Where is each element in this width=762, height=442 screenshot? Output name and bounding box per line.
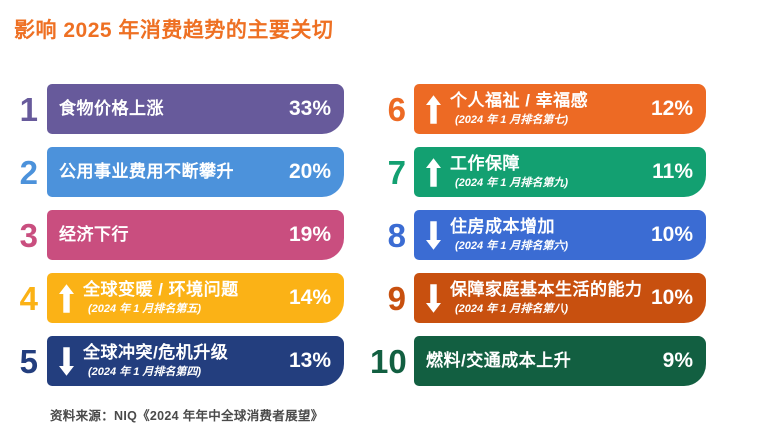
- concern-value: 13%: [288, 349, 331, 372]
- ranked-list-left: 1 食物价格上涨 33% 2 公用事业费用不断攀升 20% 3 经济下行 19% 4 全球变暖 / …: [14, 84, 344, 386]
- concern-value: 14%: [288, 286, 331, 309]
- rank-change-note: (2024 年 1 月排名第九): [455, 177, 569, 190]
- concern-bar: 全球冲突/危机升级 (2024 年 1 月排名第四) 13%: [47, 336, 344, 386]
- rank-number: 9: [387, 279, 406, 317]
- concern-bar: 燃料/交通成本上升 9%: [414, 336, 706, 386]
- page-title: 影响 2025 年消费趋势的主要关切: [14, 19, 334, 42]
- concern-text: 燃料/交通成本上升: [426, 351, 655, 371]
- concern-bar: 全球变暖 / 环境问题 (2024 年 1 月排名第五) 14%: [47, 273, 344, 323]
- rank-row: 4 全球变暖 / 环境问题 (2024 年 1 月排名第五) 14%: [14, 273, 344, 323]
- rank-number: 4: [19, 279, 38, 317]
- concern-text: 保障家庭基本生活的能力 (2024 年 1 月排名第八): [450, 280, 643, 317]
- rank-row: 10 燃料/交通成本上升 9%: [370, 336, 706, 386]
- concern-label: 全球冲突/危机升级: [83, 342, 229, 362]
- rank-number: 5: [19, 342, 38, 380]
- concern-value: 33%: [288, 97, 331, 120]
- concern-label: 食物价格上涨: [59, 99, 164, 119]
- rank-number: 1: [19, 90, 38, 128]
- down-arrow-icon: [59, 346, 74, 376]
- concern-bar: 工作保障 (2024 年 1 月排名第九) 11%: [414, 147, 706, 197]
- concern-value: 12%: [650, 97, 693, 120]
- concern-bar: 保障家庭基本生活的能力 (2024 年 1 月排名第八) 10%: [414, 273, 706, 323]
- down-arrow-icon: [426, 283, 441, 313]
- rank-change-note: (2024 年 1 月排名第六): [455, 240, 569, 253]
- ranked-list-right: 6 个人福祉 / 幸福感 (2024 年 1 月排名第七) 12% 7 工作保障 (2024…: [370, 84, 706, 386]
- rank-row: 1 食物价格上涨 33%: [14, 84, 344, 134]
- rank-number: 6: [387, 90, 406, 128]
- rank-row: 7 工作保障 (2024 年 1 月排名第九) 11%: [370, 147, 706, 197]
- rank-row: 8 住房成本增加 (2024 年 1 月排名第六) 10%: [370, 210, 706, 260]
- concern-label: 公用事业费用不断攀升: [59, 162, 234, 182]
- concern-text: 全球冲突/危机升级 (2024 年 1 月排名第四): [83, 343, 281, 380]
- up-arrow-icon: [59, 283, 74, 313]
- rank-number: 8: [387, 216, 406, 254]
- down-arrow-icon: [426, 220, 441, 250]
- rank-row: 2 公用事业费用不断攀升 20%: [14, 147, 344, 197]
- rank-change-note: (2024 年 1 月排名第四): [88, 366, 202, 379]
- rank-row: 6 个人福祉 / 幸福感 (2024 年 1 月排名第七) 12%: [370, 84, 706, 134]
- concern-text: 全球变暖 / 环境问题 (2024 年 1 月排名第五): [83, 280, 281, 317]
- rank-row: 9 保障家庭基本生活的能力 (2024 年 1 月排名第八) 10%: [370, 273, 706, 323]
- rank-change-note: (2024 年 1 月排名第八): [455, 303, 569, 316]
- concern-text: 住房成本增加 (2024 年 1 月排名第六): [450, 217, 643, 254]
- concern-value: 10%: [650, 223, 693, 246]
- concern-value: 19%: [288, 223, 331, 246]
- concern-bar: 食物价格上涨 33%: [47, 84, 344, 134]
- concern-text: 个人福祉 / 幸福感 (2024 年 1 月排名第七): [450, 91, 643, 128]
- rank-change-note: (2024 年 1 月排名第七): [455, 114, 569, 127]
- concern-value: 10%: [650, 286, 693, 309]
- rank-number: 3: [19, 216, 38, 254]
- ranked-list: 1 食物价格上涨 33% 2 公用事业费用不断攀升 20% 3 经济下行 19% 4 全球变暖 / …: [14, 84, 706, 386]
- rank-change-note: (2024 年 1 月排名第五): [88, 303, 202, 316]
- concern-text: 工作保障 (2024 年 1 月排名第九): [450, 154, 644, 191]
- source-note: 资料来源：NIQ《2024 年年中全球消费者展望》: [50, 409, 324, 423]
- concern-value: 20%: [288, 160, 331, 183]
- concern-bar: 公用事业费用不断攀升 20%: [47, 147, 344, 197]
- concern-text: 公用事业费用不断攀升: [59, 162, 281, 182]
- concern-label: 经济下行: [59, 225, 129, 245]
- concern-label: 个人福祉 / 幸福感: [450, 90, 589, 110]
- rank-number: 2: [19, 153, 38, 191]
- concern-label: 住房成本增加: [450, 216, 555, 236]
- concern-bar: 个人福祉 / 幸福感 (2024 年 1 月排名第七) 12%: [414, 84, 706, 134]
- rank-number: 7: [387, 153, 406, 191]
- concern-label: 燃料/交通成本上升: [426, 351, 572, 371]
- concern-label: 工作保障: [450, 153, 520, 173]
- concern-value: 9%: [662, 349, 693, 372]
- concern-bar: 经济下行 19%: [47, 210, 344, 260]
- rank-number: 10: [370, 342, 407, 380]
- rank-row: 5 全球冲突/危机升级 (2024 年 1 月排名第四) 13%: [14, 336, 344, 386]
- concern-text: 食物价格上涨: [59, 99, 281, 119]
- concern-label: 保障家庭基本生活的能力: [450, 279, 643, 299]
- concern-label: 全球变暖 / 环境问题: [83, 279, 239, 299]
- concern-bar: 住房成本增加 (2024 年 1 月排名第六) 10%: [414, 210, 706, 260]
- concern-text: 经济下行: [59, 225, 281, 245]
- up-arrow-icon: [426, 157, 441, 187]
- concern-value: 11%: [652, 160, 693, 183]
- up-arrow-icon: [426, 94, 441, 124]
- rank-row: 3 经济下行 19%: [14, 210, 344, 260]
